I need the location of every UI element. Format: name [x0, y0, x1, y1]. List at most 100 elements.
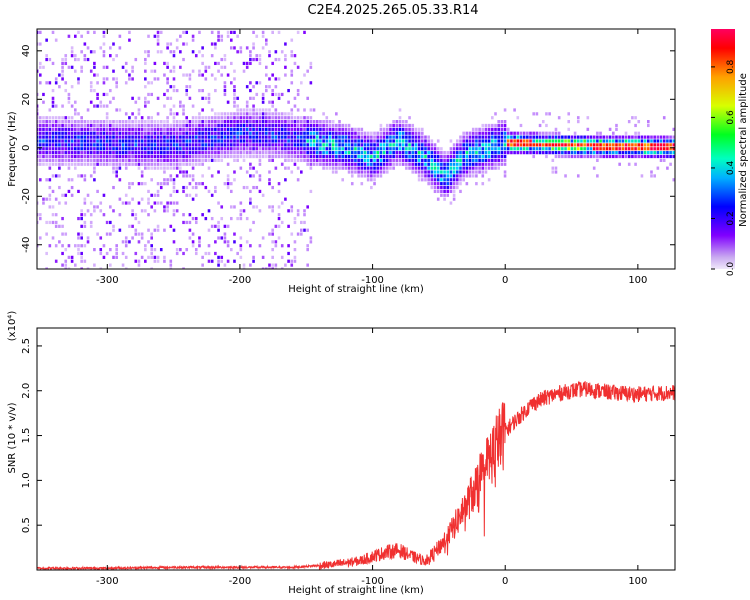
spectrogram-cell	[280, 135, 284, 139]
spectrogram-cell	[481, 123, 485, 128]
spectrogram-cell	[306, 154, 309, 159]
spectrogram-cell	[112, 77, 115, 81]
spectrogram-cell	[166, 46, 169, 50]
spectrogram-cell	[471, 170, 475, 174]
spectrogram-cell	[223, 92, 227, 97]
colorbar: 0.00.20.40.60.8 Normalized spectral ampl…	[711, 29, 749, 276]
spectrogram-cell	[363, 147, 367, 151]
spectrogram-cell	[465, 158, 469, 162]
spectrogram-cell	[596, 147, 599, 151]
spectrogram-cell	[169, 151, 173, 155]
spectrogram-cell	[258, 116, 262, 120]
spectrogram-cell	[303, 123, 306, 128]
spectrogram-cell	[296, 108, 300, 112]
spectrogram-cell	[172, 209, 176, 213]
spectrogram-cell	[172, 120, 176, 124]
spectrogram-cell	[42, 151, 45, 155]
spectrogram-cell	[382, 158, 386, 162]
colorbar-tick-label: 0.2	[726, 211, 736, 225]
spectrogram-cell	[487, 127, 491, 131]
spectrogram-cell	[169, 224, 173, 228]
spectrogram-cell	[456, 158, 459, 162]
spectrogram-cell	[153, 69, 157, 73]
spectrogram-cell	[548, 135, 551, 139]
spectrogram-cell	[306, 147, 309, 151]
spectrogram-cell	[424, 166, 427, 170]
spectrogram-cell	[37, 69, 39, 73]
spectrogram-cell	[233, 127, 236, 131]
spectrogram-cell	[373, 154, 376, 159]
spectrogram-cell	[86, 147, 90, 151]
spectrogram-cell	[268, 123, 271, 128]
spectrogram-cell	[529, 135, 532, 139]
spectrogram-cell	[96, 131, 99, 135]
spectrogram-cell	[306, 143, 309, 147]
spectrogram-cell	[245, 65, 249, 69]
spectrogram-cell	[290, 154, 294, 159]
spectrogram-cell	[401, 162, 405, 166]
spectrogram-cell	[51, 205, 55, 209]
spectrogram-cell	[319, 147, 322, 151]
spectrogram-cell	[274, 267, 278, 269]
spectrogram-cell	[179, 248, 182, 252]
spectrogram-cell	[239, 127, 243, 131]
spectrogram-cell	[83, 143, 87, 147]
spectrogram-cell	[172, 127, 176, 131]
spectrogram-cell	[45, 220, 48, 225]
spectrogram-cell	[258, 158, 262, 162]
spectrogram-cell	[70, 143, 74, 147]
spectrogram-cell	[554, 131, 558, 135]
spectrogram-cell	[672, 178, 675, 182]
spectrogram-cell	[328, 135, 332, 139]
spectrogram-cell	[265, 135, 268, 139]
spectrogram-cell	[300, 123, 303, 128]
spectrogram-cell	[284, 112, 287, 116]
spectrogram-cell	[74, 123, 77, 128]
spectrogram-cell	[229, 127, 233, 131]
spectrogram-cell	[424, 174, 427, 178]
spectrogram-cell	[188, 174, 192, 178]
spectrogram-cell	[236, 154, 239, 159]
spectrogram-cell	[80, 65, 83, 69]
spectrogram-cell	[156, 154, 160, 159]
spectrogram-cell	[274, 244, 278, 248]
spectrogram-cell	[634, 147, 637, 151]
spectrogram-cell	[497, 151, 500, 155]
spectrogram-cell	[411, 143, 415, 147]
spectrogram-cell	[548, 143, 551, 147]
spectrogram-cell	[153, 228, 157, 232]
spectrogram-cell	[344, 158, 348, 162]
spectrogram-cell	[201, 61, 204, 66]
spectrogram-cell	[191, 162, 195, 166]
spectrogram-cell	[350, 154, 354, 159]
spectrogram-cell	[179, 127, 182, 131]
spectrogram-cell	[411, 135, 415, 139]
spectrogram-cell	[255, 92, 259, 97]
spectrogram-cell	[172, 201, 176, 205]
spectrogram-cell	[309, 116, 313, 120]
spectrogram-cell	[140, 158, 144, 162]
snr-xtick-label: -100	[361, 576, 384, 587]
spectrogram-cell	[446, 182, 450, 186]
spectrogram-cell	[58, 120, 61, 124]
spectrogram-ytick-label: 20	[21, 93, 32, 106]
spectrogram-cell	[128, 135, 131, 139]
spectrogram-cell	[242, 69, 246, 73]
spectrogram-cell	[592, 143, 596, 147]
spectrogram-cell	[64, 232, 68, 236]
spectrogram-cell	[128, 151, 131, 155]
spectrogram-cell	[166, 178, 169, 182]
spectrogram-cell	[51, 213, 55, 217]
spectrogram-cell	[405, 143, 408, 147]
spectrogram-cell	[271, 112, 274, 116]
spectrogram-cell	[204, 120, 208, 124]
spectrogram-cell	[268, 263, 271, 267]
spectrogram-cell	[631, 135, 634, 139]
spectrogram-cell	[379, 123, 383, 128]
spectrogram-cell	[198, 30, 201, 34]
spectrogram-cell	[242, 151, 246, 155]
spectrogram-cell	[198, 116, 201, 120]
spectrogram-cell	[77, 244, 80, 248]
spectrogram-cell	[58, 131, 61, 135]
spectrogram-cell	[191, 174, 195, 178]
